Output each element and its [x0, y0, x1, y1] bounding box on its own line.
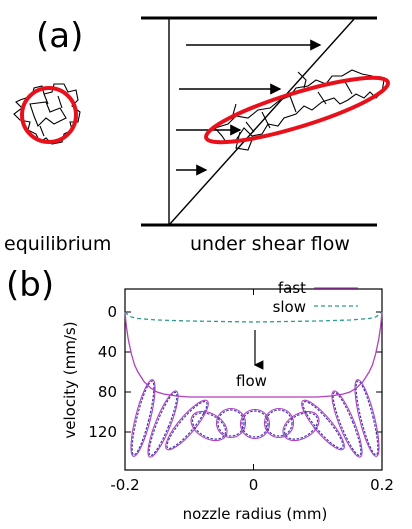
y-tick-label: 120	[88, 423, 117, 441]
panel-a-label: (a)	[36, 16, 83, 56]
droplet-ellipses	[130, 379, 380, 458]
data-series	[124, 311, 383, 398]
droplet-outline-slow	[265, 409, 293, 437]
stretched-ellipse	[204, 75, 390, 145]
droplet-outline-slow	[355, 380, 379, 456]
droplet-outline-fast	[331, 390, 363, 458]
x-tick-label: 0	[249, 476, 259, 494]
droplet-outline-slow	[283, 412, 319, 440]
shear-profile-line	[168, 17, 356, 226]
y-tick-label: 0	[107, 303, 117, 321]
shear-flow-diagram	[141, 16, 377, 227]
droplet-outline-slow	[217, 409, 245, 437]
equilibrium-coil	[13, 83, 81, 145]
droplet-outline-fast	[263, 407, 295, 439]
x-tick-label: 0.2	[370, 476, 394, 494]
x-axis-label: nozzle radius (mm)	[183, 505, 328, 523]
y-axis-label: velocity (mm/s)	[61, 321, 79, 438]
droplet-outline-slow	[332, 391, 362, 457]
velocity-arrows	[176, 39, 322, 176]
legend-label-slow: slow	[273, 298, 306, 316]
droplet-outline-slow	[131, 380, 155, 456]
droplet-outline-fast	[130, 379, 156, 457]
droplet-outline-fast	[354, 379, 380, 457]
equilibrium-circle	[20, 86, 78, 144]
droplet-outline-fast	[165, 399, 209, 451]
droplet-outline-fast	[215, 407, 247, 439]
droplet-outline-fast	[239, 408, 271, 440]
series-line-slow	[124, 311, 383, 323]
series-line-fast	[124, 311, 383, 398]
x-tick-label: -0.2	[110, 476, 139, 494]
y-tick-label: 80	[98, 383, 117, 401]
axes: -0.2 0 0.2 0 40 80 120	[88, 289, 394, 494]
droplet-outline-fast	[190, 410, 228, 442]
droplet-outline-slow	[191, 412, 227, 440]
stretched-coil	[214, 69, 385, 151]
droplet-outline-slow	[241, 410, 269, 438]
legend-label-fast: fast	[278, 279, 306, 297]
equilibrium-caption: equilibrium	[4, 233, 111, 255]
droplet-outline-slow	[166, 400, 208, 450]
panel-b-label: (b)	[6, 265, 54, 305]
droplet-outline-slow	[148, 391, 178, 457]
droplet-outline-fast	[282, 410, 320, 442]
droplet-outline-fast	[147, 390, 179, 458]
y-tick-label: 40	[98, 343, 117, 361]
droplet-outline-fast	[301, 399, 345, 451]
flow-label: flow	[236, 372, 267, 390]
droplet-outline-slow	[302, 400, 344, 450]
shear-caption: under shear flow	[190, 233, 350, 255]
legend: fast slow	[273, 279, 358, 316]
